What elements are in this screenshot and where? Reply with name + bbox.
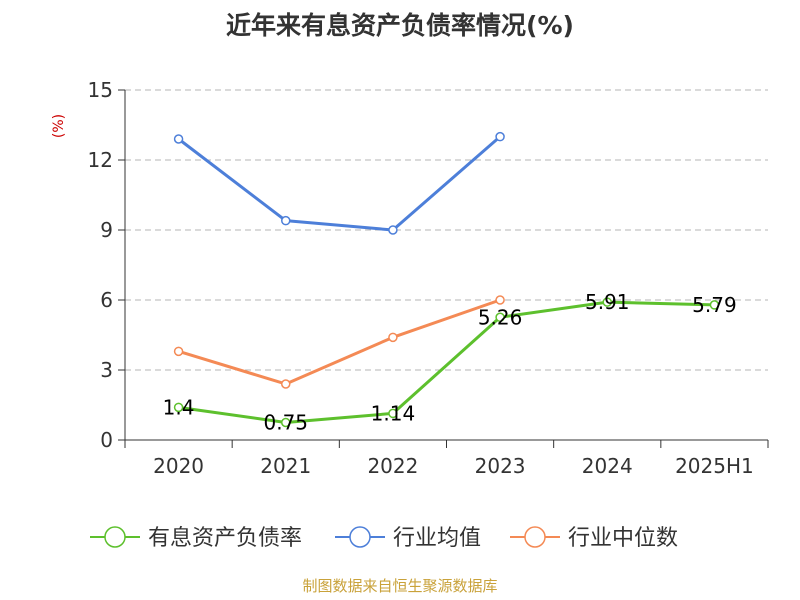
y-tick-label: 15 bbox=[88, 78, 113, 102]
series-line bbox=[177, 135, 502, 232]
y-tick-label: 0 bbox=[100, 428, 113, 452]
legend-label: 行业均值 bbox=[393, 526, 481, 551]
data-point bbox=[388, 225, 398, 235]
chart-title: 近年来有息资产负债率情况(%) bbox=[226, 11, 574, 40]
legend-label: 行业中位数 bbox=[568, 526, 678, 551]
x-tick-label: 2022 bbox=[367, 454, 418, 478]
data-label: 1.4 bbox=[163, 395, 195, 419]
grid-lines bbox=[125, 89, 768, 371]
data-point bbox=[281, 215, 291, 226]
axes: 0 3 6 9 12 15 2020 2021 2022 2023 2024 2025H1 bbox=[88, 78, 769, 478]
data-point bbox=[495, 131, 505, 142]
data-point bbox=[495, 312, 505, 323]
series-lines bbox=[173, 131, 720, 428]
x-tick-label: 2025H1 bbox=[675, 454, 754, 478]
data-label: 1.14 bbox=[371, 401, 416, 425]
x-tick-label: 2023 bbox=[475, 454, 526, 478]
data-point bbox=[388, 408, 398, 419]
data-point bbox=[173, 402, 184, 413]
x-tick-label: 2024 bbox=[582, 454, 633, 478]
legend-item: 行业中位数 bbox=[510, 526, 678, 551]
legend-label: 有息资产负债率 bbox=[148, 526, 302, 551]
data-point bbox=[602, 297, 612, 307]
data-point bbox=[173, 346, 184, 357]
y-tick-label: 3 bbox=[100, 358, 113, 382]
legend-swatch-marker bbox=[104, 526, 126, 548]
data-label: 0.75 bbox=[263, 411, 308, 435]
source-note: 制图数据来自恒生聚源数据库 bbox=[302, 577, 497, 595]
y-tick-label: 12 bbox=[88, 148, 113, 172]
y-tick-label: 9 bbox=[100, 218, 113, 242]
legend-swatch-marker bbox=[349, 526, 371, 548]
data-label: 5.26 bbox=[478, 305, 523, 329]
x-tick-label: 2020 bbox=[153, 454, 204, 478]
y-axis-unit: (%) bbox=[51, 114, 67, 138]
data-point bbox=[495, 295, 505, 305]
data-label: 5.91 bbox=[585, 290, 630, 314]
data-labels: 1.4 0.75 1.14 5.26 5.91 5.79 bbox=[163, 290, 737, 434]
legend-item: 有息资产负债率 bbox=[90, 526, 302, 551]
x-tick-label: 2021 bbox=[260, 454, 311, 478]
series-line bbox=[178, 298, 501, 386]
series-line bbox=[178, 300, 715, 424]
data-label: 5.79 bbox=[692, 293, 737, 317]
legend-item: 行业均值 bbox=[335, 526, 481, 551]
y-tick-label: 6 bbox=[100, 288, 113, 312]
data-point bbox=[173, 134, 184, 144]
legend: 有息资产负债率 行业均值 行业中位数 bbox=[90, 526, 678, 551]
data-point bbox=[388, 332, 398, 343]
data-point bbox=[281, 379, 291, 389]
data-point bbox=[281, 417, 291, 428]
data-point bbox=[709, 300, 720, 310]
legend-swatch-marker bbox=[524, 526, 546, 548]
